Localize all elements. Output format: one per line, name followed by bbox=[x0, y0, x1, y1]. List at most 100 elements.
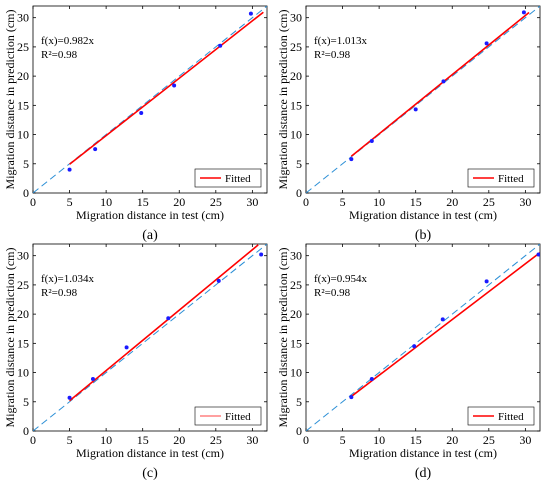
y-tick-label: 20 bbox=[17, 69, 29, 83]
x-tick-label: 5 bbox=[67, 433, 73, 447]
legend-box bbox=[467, 168, 535, 188]
x-tick-label: 0 bbox=[303, 433, 309, 447]
reference-line bbox=[33, 244, 267, 431]
reference-line bbox=[306, 244, 540, 431]
data-point bbox=[67, 395, 72, 400]
data-point bbox=[484, 279, 489, 284]
equation-fx: f(x)=1.034x bbox=[41, 273, 94, 285]
data-point bbox=[93, 147, 98, 152]
data-point bbox=[369, 138, 374, 143]
plot-frame bbox=[305, 5, 541, 194]
y-tick-label: 20 bbox=[290, 307, 302, 321]
data-point bbox=[521, 10, 526, 15]
plot-area bbox=[33, 6, 267, 193]
data-point bbox=[440, 317, 445, 322]
x-tick-label: 10 bbox=[373, 433, 385, 447]
data-point bbox=[536, 252, 540, 257]
y-tick-label: 25 bbox=[17, 278, 29, 292]
y-tick-label: 5 bbox=[23, 395, 29, 409]
x-axis-title: Migration distance in test (cm) bbox=[349, 208, 497, 222]
legend-box bbox=[194, 168, 262, 188]
panel-label: (b) bbox=[415, 228, 432, 243]
equation-r2: R²=0.98 bbox=[314, 287, 351, 299]
data-point bbox=[484, 41, 489, 46]
x-tick-label: 20 bbox=[173, 433, 185, 447]
data-point bbox=[218, 43, 223, 48]
data-point bbox=[349, 395, 354, 400]
data-point bbox=[139, 110, 144, 115]
x-tick-label: 25 bbox=[483, 433, 495, 447]
x-axis-title: Migration distance in test (cm) bbox=[349, 446, 497, 460]
x-axis-title: Migration distance in test (cm) bbox=[76, 208, 224, 222]
reference-line bbox=[306, 6, 540, 193]
data-point bbox=[124, 345, 129, 350]
y-tick-label: 30 bbox=[290, 11, 302, 25]
data-point bbox=[90, 376, 95, 381]
x-tick-label: 30 bbox=[519, 195, 531, 209]
y-tick-label: 0 bbox=[23, 186, 29, 200]
plot-frame bbox=[32, 243, 268, 432]
y-tick-label: 30 bbox=[290, 249, 302, 263]
y-tick-label: 5 bbox=[296, 395, 302, 409]
equation-r2: R²=0.98 bbox=[41, 49, 78, 61]
data-point bbox=[413, 107, 418, 112]
plot-area bbox=[306, 244, 540, 431]
y-tick-label: 5 bbox=[296, 157, 302, 171]
plot-frame bbox=[305, 243, 541, 432]
equation-fx: f(x)=0.982x bbox=[41, 35, 94, 47]
x-tick-label: 15 bbox=[137, 433, 149, 447]
fitted-line bbox=[350, 251, 540, 398]
data-point bbox=[67, 167, 72, 172]
x-tick-label: 20 bbox=[446, 195, 458, 209]
x-tick-label: 0 bbox=[30, 195, 36, 209]
y-axis-title: Migration distance in prediction (cm) bbox=[276, 248, 290, 428]
y-axis-title: Migration distance in prediction (cm) bbox=[276, 10, 290, 190]
plot-area bbox=[33, 244, 267, 431]
x-tick-label: 15 bbox=[137, 195, 149, 209]
data-point bbox=[166, 316, 171, 321]
fitted-line bbox=[69, 244, 259, 402]
legend-label: Fitted bbox=[498, 173, 524, 185]
legend-label: Fitted bbox=[498, 411, 524, 423]
x-tick-label: 25 bbox=[210, 195, 222, 209]
legend-label: Fitted bbox=[225, 411, 251, 423]
data-point bbox=[369, 376, 374, 381]
y-tick-label: 10 bbox=[290, 128, 302, 142]
x-tick-label: 25 bbox=[483, 195, 495, 209]
equation-fx: f(x)=1.013x bbox=[314, 35, 367, 47]
y-axis-title: Migration distance in prediction (cm) bbox=[3, 10, 17, 190]
y-tick-label: 25 bbox=[290, 278, 302, 292]
x-axis-title: Migration distance in test (cm) bbox=[76, 446, 224, 460]
panel-label: (a) bbox=[142, 228, 158, 243]
x-tick-label: 10 bbox=[100, 433, 112, 447]
y-tick-label: 25 bbox=[17, 40, 29, 54]
plot-area bbox=[306, 6, 540, 193]
data-point bbox=[259, 252, 264, 257]
equation-r2: R²=0.98 bbox=[314, 49, 351, 61]
y-tick-label: 15 bbox=[17, 336, 29, 350]
equation-r2: R²=0.98 bbox=[41, 287, 78, 299]
data-point bbox=[412, 344, 417, 349]
equation-fx: f(x)=0.954x bbox=[314, 273, 367, 285]
x-tick-label: 10 bbox=[100, 195, 112, 209]
y-tick-label: 0 bbox=[23, 424, 29, 438]
x-tick-label: 5 bbox=[340, 433, 346, 447]
data-point bbox=[172, 83, 177, 88]
y-tick-label: 25 bbox=[290, 40, 302, 54]
y-tick-label: 30 bbox=[17, 249, 29, 263]
x-tick-label: 30 bbox=[519, 433, 531, 447]
y-tick-label: 15 bbox=[17, 98, 29, 112]
x-tick-label: 20 bbox=[446, 433, 458, 447]
x-tick-label: 5 bbox=[340, 195, 346, 209]
y-tick-label: 15 bbox=[290, 98, 302, 112]
y-tick-label: 10 bbox=[17, 128, 29, 142]
data-point bbox=[441, 79, 446, 84]
x-tick-label: 10 bbox=[373, 195, 385, 209]
y-tick-label: 15 bbox=[290, 336, 302, 350]
x-tick-label: 15 bbox=[410, 195, 422, 209]
